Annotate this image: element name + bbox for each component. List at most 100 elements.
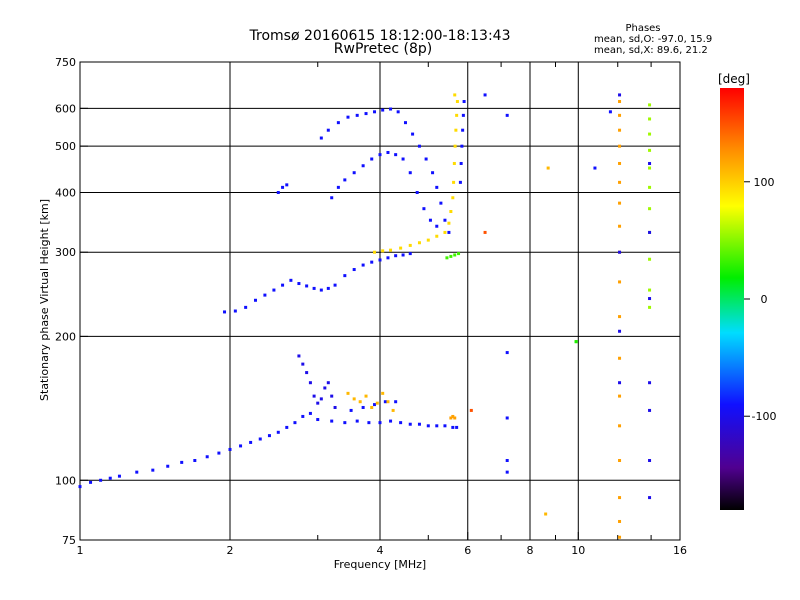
- y-axis-label: Stationary phase Virtual Height [km]: [38, 199, 51, 401]
- data-point: [281, 185, 285, 189]
- data-point: [505, 470, 509, 474]
- data-point: [408, 243, 412, 247]
- data-point: [454, 128, 458, 132]
- data-point: [593, 166, 597, 170]
- data-point: [648, 297, 652, 301]
- data-point: [453, 144, 457, 148]
- data-point: [378, 421, 382, 425]
- data-point: [449, 416, 453, 420]
- data-point: [455, 425, 459, 429]
- data-point: [618, 201, 622, 205]
- data-point: [648, 230, 652, 234]
- data-point: [462, 100, 466, 104]
- data-point: [618, 93, 622, 97]
- y-tick-label: 200: [55, 330, 76, 343]
- data-point: [648, 207, 652, 211]
- data-point: [319, 397, 323, 401]
- data-point: [618, 496, 622, 500]
- data-point: [135, 470, 139, 474]
- data-point: [355, 113, 359, 117]
- data-point: [396, 110, 400, 114]
- data-point: [574, 340, 578, 344]
- data-point: [648, 381, 652, 385]
- data-point: [319, 136, 323, 140]
- data-point: [648, 458, 652, 462]
- data-point: [618, 180, 622, 184]
- data-point: [205, 455, 209, 459]
- chart-title: Tromsø 20160615 18:12:00-18:13:43: [249, 28, 511, 44]
- data-point: [330, 196, 334, 200]
- data-point: [618, 250, 622, 254]
- data-point: [483, 93, 487, 97]
- data-point: [151, 468, 155, 472]
- data-point: [99, 478, 103, 482]
- data-point: [217, 451, 221, 455]
- data-point: [349, 408, 353, 412]
- data-point: [289, 278, 293, 282]
- data-point: [461, 113, 465, 117]
- data-point: [352, 268, 356, 272]
- data-point: [447, 230, 451, 234]
- data-point: [445, 256, 449, 260]
- data-point: [544, 512, 548, 516]
- data-point: [452, 161, 456, 165]
- data-point: [618, 161, 622, 165]
- data-point: [285, 183, 289, 187]
- data-point: [352, 171, 356, 175]
- data-point: [364, 112, 368, 116]
- data-points: [78, 93, 652, 539]
- data-point: [403, 121, 407, 125]
- data-point: [267, 434, 271, 438]
- data-point: [618, 458, 622, 462]
- data-point: [276, 190, 280, 194]
- data-point: [424, 157, 428, 161]
- data-point: [618, 100, 622, 104]
- data-point: [422, 207, 426, 211]
- data-point: [383, 400, 387, 404]
- data-point: [326, 128, 330, 132]
- data-point: [483, 230, 487, 234]
- data-point: [415, 190, 419, 194]
- data-point: [455, 113, 459, 117]
- y-tick-label: 750: [55, 56, 76, 69]
- data-point: [370, 405, 374, 409]
- data-point: [228, 447, 232, 451]
- data-point: [428, 218, 432, 222]
- x-tick-label: 6: [464, 544, 471, 557]
- data-point: [281, 283, 285, 287]
- y-tick-label: 400: [55, 186, 76, 199]
- data-point: [166, 464, 170, 468]
- data-point: [361, 405, 365, 409]
- data-point: [249, 440, 253, 444]
- data-point: [358, 400, 362, 404]
- data-point: [452, 180, 456, 184]
- chart-subtitle: RwPretec (8p): [334, 41, 432, 57]
- data-point: [648, 185, 652, 189]
- data-point: [461, 128, 465, 132]
- y-tick-label: 300: [55, 246, 76, 259]
- data-point: [505, 113, 509, 117]
- data-point: [352, 397, 356, 401]
- data-point: [319, 288, 323, 292]
- data-point: [361, 263, 365, 267]
- data-point: [451, 425, 455, 429]
- data-point: [316, 401, 320, 405]
- data-point: [469, 408, 473, 412]
- y-tick-label: 75: [62, 534, 76, 547]
- data-point: [326, 381, 330, 385]
- data-point: [378, 258, 382, 262]
- y-tick-label: 100: [55, 474, 76, 487]
- data-point: [453, 416, 457, 420]
- data-point: [417, 241, 421, 245]
- data-point: [336, 121, 340, 125]
- data-point: [618, 315, 622, 319]
- data-point: [367, 421, 371, 425]
- data-point: [373, 110, 377, 114]
- data-point: [618, 424, 622, 428]
- data-point: [435, 424, 439, 428]
- data-point: [355, 419, 359, 423]
- data-point: [364, 394, 368, 398]
- y-tick-label: 600: [55, 102, 76, 115]
- data-point: [312, 394, 316, 398]
- data-point: [305, 371, 309, 375]
